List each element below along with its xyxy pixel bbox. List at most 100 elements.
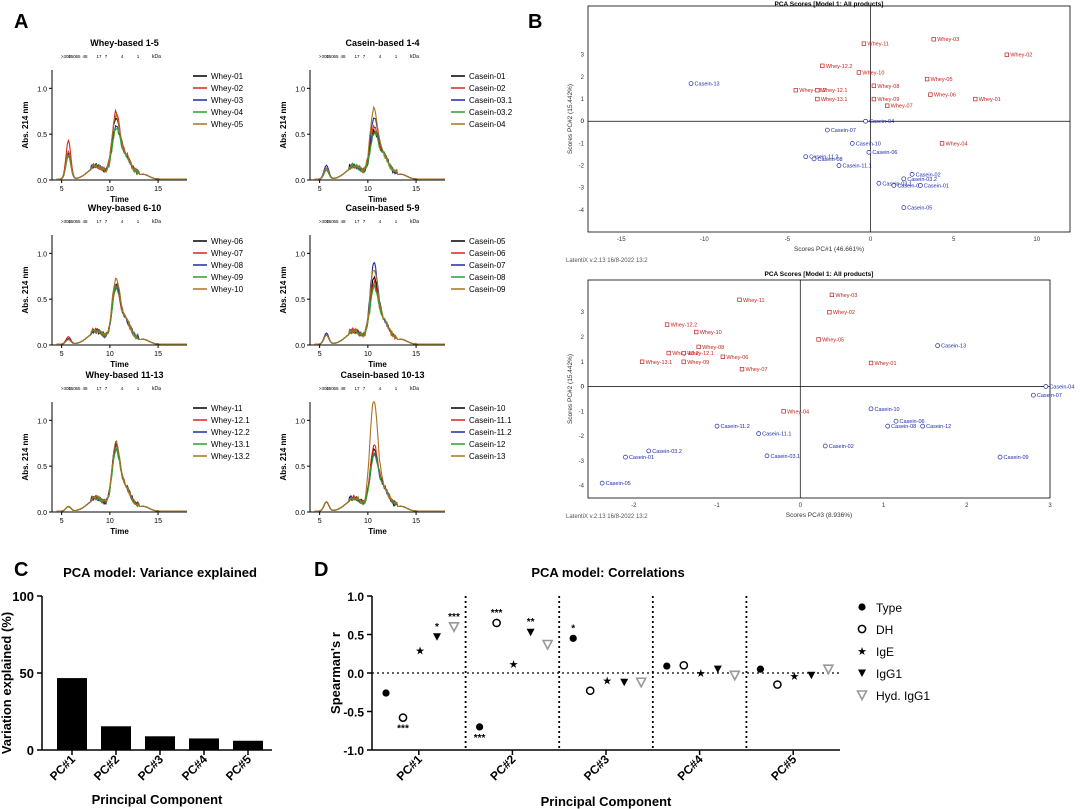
legend-label: Type — [876, 601, 902, 615]
score-point-label: Casein-03.1 — [770, 454, 800, 460]
x-axis-title: Time — [110, 527, 129, 536]
kda-marker-label: 1 — [137, 219, 140, 224]
kda-marker-label: 150 — [68, 54, 76, 59]
spectrum-trace — [314, 269, 445, 345]
score-point-label: Casein-07 — [831, 128, 856, 134]
x-tick-label: 5 — [60, 518, 64, 525]
score-point-label: Whey-01 — [875, 361, 897, 367]
y-axis-title: Abs. 214 nm — [279, 101, 288, 148]
panel-label-b: B — [528, 11, 542, 33]
y-tick-label: 1.0 — [37, 418, 47, 425]
kda-marker-label: 17 — [96, 386, 102, 391]
kda-unit-label: kDa — [152, 54, 161, 60]
y-tick-label: -0.5 — [343, 706, 364, 720]
x-axis-title: Time — [110, 360, 129, 369]
x-tick-label: 5 — [60, 351, 64, 358]
spectrum-trace — [314, 128, 445, 180]
y-tick-label: 0.0 — [295, 178, 305, 185]
kda-marker-label: >300 — [319, 386, 330, 391]
y-tick-label: -4 — [579, 484, 585, 490]
x-axis-title: Time — [368, 195, 387, 204]
software-footer: LatentiX v.2.13 16/8-2022 13:2 — [566, 258, 648, 264]
spectrum-title: Whey-based 6-10 — [88, 203, 162, 213]
score-point-casein — [885, 423, 891, 429]
kda-marker-label: 4 — [379, 219, 382, 224]
score-point-whey — [664, 322, 670, 327]
score-point-label: Casein-10 — [875, 407, 900, 413]
score-point-label: Whey-06 — [934, 93, 956, 99]
score-point-casein — [623, 454, 628, 460]
score-point-casein — [901, 205, 907, 210]
score-point-label: Whey-13.1 — [821, 97, 848, 103]
pca-title: PCA Scores [Model 1: All products] — [775, 1, 884, 8]
x-tick-label: 10 — [364, 351, 372, 358]
spectrum-title: Casein-based 1-4 — [345, 38, 419, 48]
correlation-point: ★ — [415, 646, 425, 658]
kda-marker-label: 17 — [354, 54, 360, 59]
legend-label: Whey-08 — [211, 261, 244, 270]
score-point-label: Whey-09 — [687, 360, 709, 366]
score-point-label: Casein-04 — [869, 119, 894, 125]
spectrum-title: Whey-based 1-5 — [90, 38, 159, 48]
score-point-casein — [863, 118, 868, 124]
x-tick-label: PC#3 — [135, 752, 166, 783]
x-tick-label: 10 — [1033, 237, 1040, 243]
kda-marker-label: 48 — [340, 386, 346, 391]
legend-label: Whey-07 — [211, 249, 244, 258]
x-tick-label: 10 — [106, 351, 114, 358]
legend-label: DH — [876, 623, 893, 637]
significance-label: *** — [474, 733, 486, 744]
y-axis-title: Scores PC#2 (15.442%) — [567, 354, 574, 424]
y-tick-label: 1.0 — [295, 86, 305, 93]
y-tick-label: -3 — [579, 459, 585, 465]
spectrum-title: Casein-based 5-9 — [345, 203, 419, 213]
significance-label: *** — [491, 608, 503, 619]
y-tick-label: 0.5 — [37, 132, 47, 139]
kda-marker-label: 150 — [68, 219, 76, 224]
significance-label: *** — [397, 724, 409, 735]
x-tick-label: 5 — [60, 186, 64, 193]
score-point-whey — [781, 409, 786, 414]
score-point-label: Casein-12 — [926, 424, 951, 430]
correlation-point — [679, 660, 689, 670]
kda-marker-label: 48 — [82, 219, 88, 224]
x-tick-label: PC#5 — [223, 752, 254, 783]
score-point-casein — [901, 176, 907, 182]
legend-marker — [858, 603, 866, 611]
pca-scores-pc3-pc2: PCA Scores [Model 1: All products] -2 -1 0 1… — [566, 271, 1074, 520]
x-tick-label: -2 — [631, 503, 637, 509]
score-point-whey — [868, 360, 874, 366]
y-tick-label: -4 — [579, 208, 585, 214]
y-tick-label: 0.0 — [37, 510, 47, 517]
score-point-label: Casein-06 — [872, 150, 897, 156]
kda-marker-label: >300 — [61, 219, 72, 224]
variance-explained-chart: PCA model: Variance explained 0 50 100 PC#1 P… — [0, 565, 272, 807]
kda-marker-label: 1 — [395, 386, 398, 391]
y-tick-label: 0.5 — [295, 132, 305, 139]
correlation-point — [398, 713, 408, 723]
spectrum-trace — [56, 445, 187, 512]
kda-unit-label: kDa — [410, 386, 419, 392]
y-tick-label: -1 — [579, 409, 585, 415]
correlation-point — [773, 680, 782, 689]
y-tick-label: 3 — [581, 310, 585, 316]
y-tick-label: 1.0 — [295, 418, 305, 425]
score-point-casein — [803, 154, 809, 160]
score-point-casein — [599, 480, 605, 486]
legend-label: Casein-02 — [469, 84, 506, 93]
score-point-label: Casein-13 — [941, 344, 966, 350]
kda-marker-label: 48 — [82, 54, 88, 59]
score-point-whey — [720, 354, 726, 359]
kda-marker-label: 1 — [137, 386, 140, 391]
x-tick-label: PC#4 — [675, 752, 706, 783]
score-point-whey — [694, 329, 699, 335]
score-point-label: Casein-11.1 — [842, 164, 871, 170]
score-point-casein — [918, 183, 923, 188]
spectrum-trace — [56, 447, 187, 512]
score-point-whey — [793, 88, 798, 93]
x-tick-label: -10 — [700, 237, 709, 243]
legend-label: Casein-08 — [469, 273, 506, 282]
